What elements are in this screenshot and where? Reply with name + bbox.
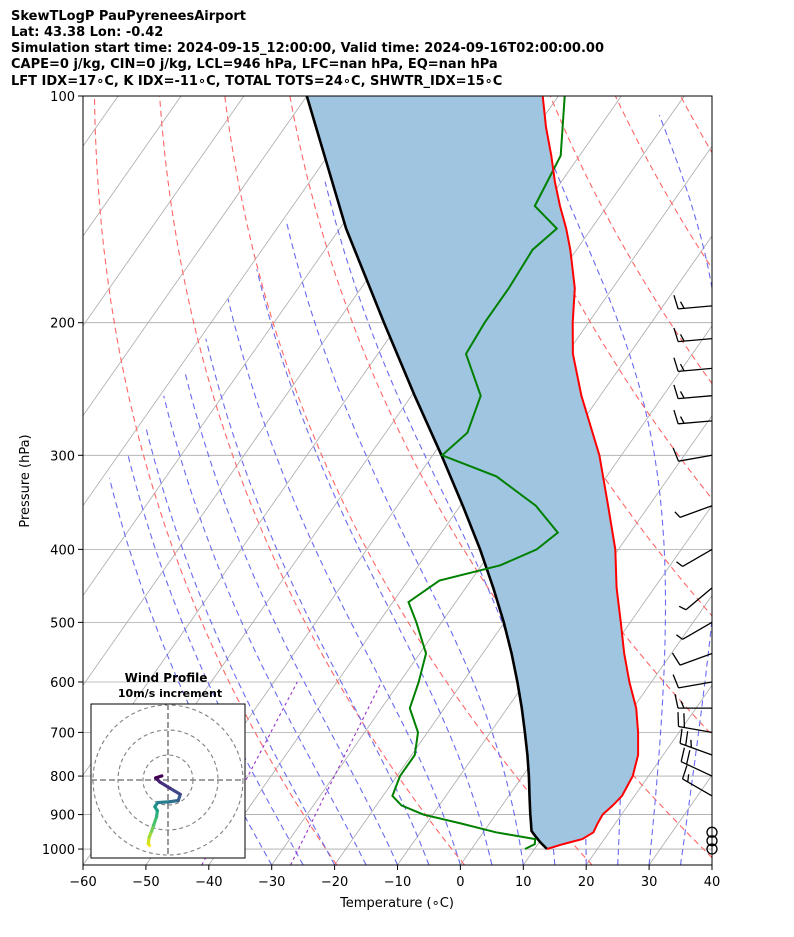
y-tick-label: 800 [50,770,75,785]
moist-adiabat [184,373,399,865]
y-tick-label: 400 [50,543,75,558]
wind-barbs [671,295,718,855]
hodograph-segment [156,800,172,805]
moist-adiabat [285,219,524,865]
wind-barb [680,747,713,777]
title-line-1: SkewTLogP PauPyreneesAirport [11,9,247,24]
isotherm-line [83,96,182,237]
title-line-2: Lat: 43.38 Lon: -0.42 [11,25,164,40]
y-tick-label: 300 [50,449,75,464]
x-tick-label: −60 [69,875,96,890]
moist-adiabat [205,338,430,865]
isotherm-line [83,96,245,327]
dry-adiabat [159,96,465,865]
y-tick-label: 500 [50,616,75,631]
y-tick-label: 600 [50,676,75,691]
wind-barb [674,694,712,709]
parcel-line [305,96,548,850]
wind-barb [677,712,713,734]
wind-barb [673,357,713,373]
y-axis-label: Pressure (hPa) [18,434,33,527]
wind-barb [676,621,713,640]
moist-adiabat [144,425,336,865]
wind-barb [681,765,713,797]
wind-barb [674,505,713,518]
inset-title: Wind Profile [125,671,208,685]
temperature-line [541,96,640,850]
x-tick-label: −20 [321,875,348,890]
isotherm-line [83,96,308,417]
moist-adiabat [227,298,461,865]
wind-barb [673,295,713,310]
x-tick-label: 10 [515,875,532,890]
moist-adiabat [256,269,493,865]
dry-adiabat [224,96,593,865]
wind-barb [706,843,718,855]
dewpoint-line [391,96,566,850]
y-tick-label: 900 [50,809,75,824]
x-tick-label: 0 [456,875,464,890]
wind-barb [678,587,713,611]
x-tick-label: −30 [258,875,285,890]
wind-barb [671,652,713,666]
isotherm-line [585,684,712,865]
moist-adiabat [108,478,273,865]
y-tick-label: 700 [50,726,75,741]
inset-subtitle: 10m/s increment [118,687,222,700]
plot-axes: −60 −50 −40 −30 −20 −10 0 10 20 30 40 1000 900 800 700… [42,90,720,890]
moist-adiabat [711,861,712,865]
title-line-5: LFT IDX=17∘C, K IDX=-11∘C, TOTAL TOTS=24… [11,74,503,89]
cape-fill [306,96,639,849]
dry-adiabat [419,96,712,617]
title-line-3: Simulation start time: 2024-09-15_12:00:… [11,41,604,56]
title-line-4: CAPE=0 j/kg, CIN=0 j/kg, LCL=946 hPa, LF… [11,57,498,72]
wind-barb [706,826,718,838]
hodograph-inset: Wind Profile 10m/s increment [90,671,246,859]
x-tick-label: 30 [641,875,658,890]
hodograph-segment [168,786,182,796]
x-tick-label: −10 [384,875,411,890]
wind-barb [672,447,713,462]
x-tick-label: −40 [195,875,222,890]
y-tick-label: 1000 [42,843,75,858]
wind-barb [679,729,713,756]
inset-plot [91,704,245,858]
wind-barb [706,835,718,847]
isotherm-line [83,96,433,597]
y-tick-label: 100 [50,90,75,105]
x-tick-label: 20 [578,875,595,890]
x-axis-label: Temperature (∘C) [339,896,454,911]
moist-adiabat [658,114,712,865]
mixing-ratio-line [290,681,382,865]
wind-barb [673,384,713,400]
wind-barb [673,327,713,343]
isotherm-line [711,864,712,865]
isotherm-line [397,415,712,865]
profile-lines [305,96,640,850]
wind-barb [676,548,713,567]
hodograph-segment [154,774,164,780]
hodograph-segment [158,780,172,790]
cape-shading [306,96,639,849]
x-tick-label: 40 [704,875,721,890]
wind-barb [673,409,713,425]
dry-adiabat [746,96,794,865]
dry-adiabat [93,96,338,865]
mixing-ratio-line [201,681,298,865]
moist-adiabat [533,114,667,865]
wind-barb [672,674,713,689]
y-tick-label: 200 [50,317,75,332]
x-tick-label: −50 [132,875,159,890]
isotherm-line [83,96,371,507]
